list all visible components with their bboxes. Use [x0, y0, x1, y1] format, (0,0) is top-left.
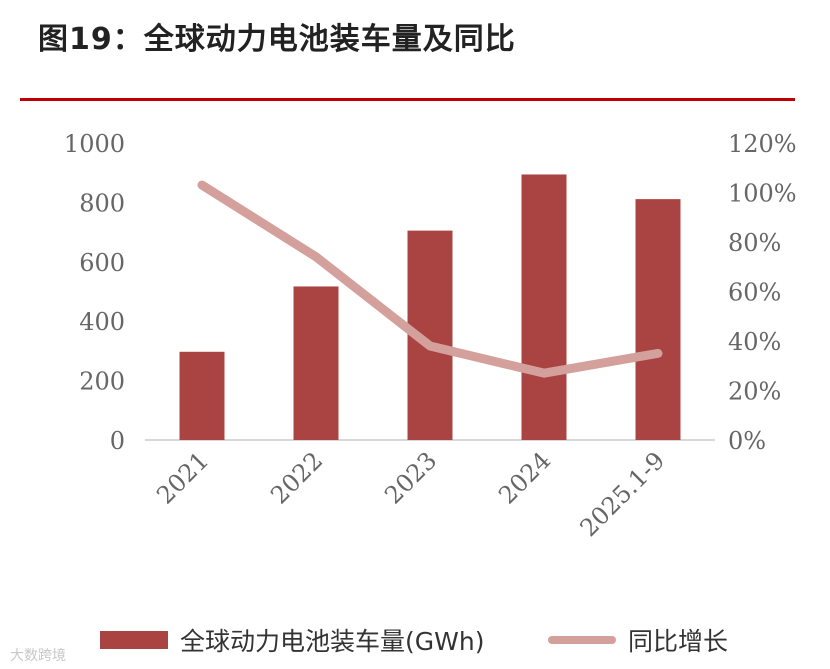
legend: 全球动力电池装车量(GWh) 同比增长	[0, 620, 830, 660]
left-tick-label: 200	[79, 368, 125, 396]
legend-line-label: 同比增长	[628, 627, 729, 656]
right-axis-ticks: 0% 20% 40% 60% 80% 100% 120%	[728, 130, 797, 455]
x-tick-label: 2025.1-9	[575, 446, 671, 542]
left-tick-label: 1000	[64, 130, 125, 158]
left-axis-ticks: 0 200 400 600 800 1000	[64, 130, 125, 455]
x-tick-label: 2024	[493, 446, 556, 509]
right-tick-label: 20%	[728, 378, 781, 406]
right-tick-label: 80%	[728, 229, 781, 257]
left-tick-label: 400	[79, 308, 125, 336]
watermark: 大数跨境	[10, 648, 66, 664]
left-tick-label: 0	[110, 427, 125, 455]
title-rule	[20, 98, 795, 101]
x-tick-label: 2021	[151, 446, 214, 509]
right-tick-label: 40%	[728, 328, 781, 356]
x-tick-label: 2023	[379, 446, 442, 509]
bar-2021	[179, 351, 225, 440]
legend-bar-swatch	[100, 631, 168, 649]
bar-2022	[293, 286, 339, 440]
bars-group	[179, 174, 681, 440]
left-tick-label: 600	[79, 249, 125, 277]
left-tick-label: 800	[79, 189, 125, 217]
right-tick-label: 100%	[728, 180, 797, 208]
x-axis-ticks: 2021 2022 2023 2024 2025.1-9	[151, 446, 670, 542]
right-tick-label: 60%	[728, 279, 781, 307]
legend-line-swatch	[548, 636, 616, 644]
right-tick-label: 120%	[728, 130, 797, 158]
legend-item-line: 同比增长	[548, 620, 728, 660]
x-tick-label: 2022	[265, 446, 328, 509]
legend-bar-label: 全球动力电池装车量(GWh)	[180, 627, 485, 656]
bar-2024	[521, 174, 567, 440]
chart-title: 图19：全球动力电池装车量及同比	[38, 22, 516, 57]
legend-item-bar: 全球动力电池装车量(GWh)	[100, 620, 484, 660]
chart-svg: 0 200 400 600 800 1000 0% 20% 40% 60% 80% 100% 120%…	[64, 130, 797, 542]
yoy-line	[197, 180, 663, 378]
right-tick-label: 0%	[728, 427, 766, 455]
bar-2025.1-9	[635, 199, 681, 440]
